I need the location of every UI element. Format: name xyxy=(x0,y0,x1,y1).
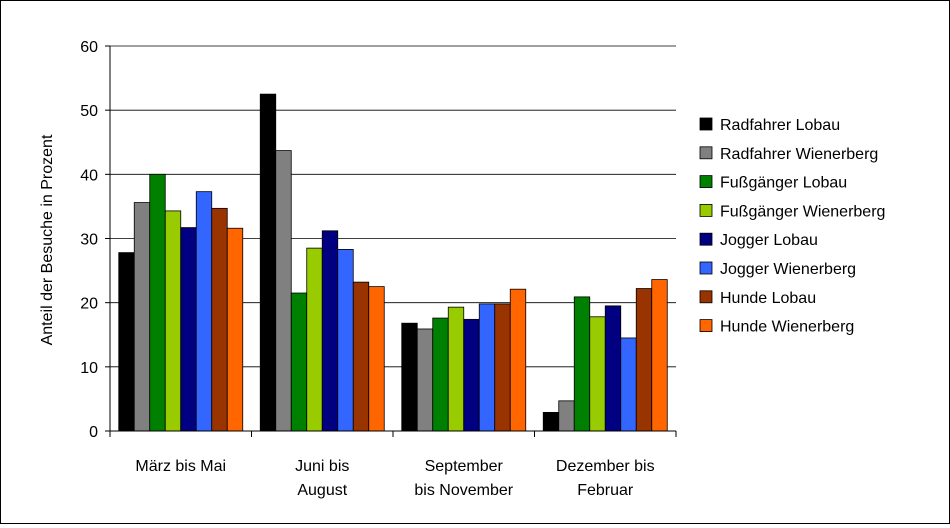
bar xyxy=(432,317,449,432)
bar xyxy=(337,249,354,432)
bar xyxy=(463,318,480,432)
x-category-label: August xyxy=(297,482,347,499)
x-category-label: März bis Mai xyxy=(135,458,226,475)
bar xyxy=(226,227,244,432)
bar xyxy=(542,411,560,432)
bar xyxy=(416,328,434,432)
bar xyxy=(401,322,418,432)
bar xyxy=(635,288,653,432)
legend-swatch xyxy=(699,290,713,304)
bar xyxy=(368,286,385,432)
y-tick-label: 10 xyxy=(80,360,98,377)
bar xyxy=(573,296,591,432)
bar xyxy=(118,252,135,432)
legend-swatch xyxy=(699,146,713,160)
bar xyxy=(321,230,339,432)
x-category-label: bis November xyxy=(414,482,513,499)
y-tick-label: 60 xyxy=(80,39,98,56)
legend-swatch xyxy=(699,175,713,189)
y-tick-label: 30 xyxy=(80,232,98,249)
bar xyxy=(352,281,370,432)
legend-label: Hunde Wienerberg xyxy=(720,319,854,336)
legend-label: Hunde Lobau xyxy=(720,290,816,307)
bar xyxy=(195,191,213,432)
x-category-labels: März bis Mai Juni bis August September bis N… xyxy=(135,458,654,499)
x-category-label: September xyxy=(425,458,504,475)
bar xyxy=(306,247,323,432)
legend-swatch xyxy=(699,117,713,131)
y-tick-labels: 0 10 20 30 40 50 60 xyxy=(80,39,98,441)
legend-label: Radfahrer Lobau xyxy=(720,117,840,134)
bar xyxy=(494,303,511,432)
legend-swatch xyxy=(699,319,713,333)
bar xyxy=(604,305,622,432)
bar xyxy=(478,303,496,432)
y-tick-label: 20 xyxy=(80,296,98,313)
legend-label: Jogger Lobau xyxy=(720,232,818,249)
bar xyxy=(509,288,527,432)
x-category-label: Juni bis xyxy=(295,458,349,475)
bars xyxy=(118,93,668,432)
axes xyxy=(105,45,677,437)
legend-swatch xyxy=(699,203,713,217)
bar xyxy=(620,337,637,432)
bar xyxy=(558,400,575,432)
y-axis-label: Anteil der Besuche in Prozent xyxy=(39,134,56,345)
bar xyxy=(589,316,606,432)
x-category-label: Februar xyxy=(577,482,634,499)
bar xyxy=(133,202,151,432)
legend-label: Jogger Wienerberg xyxy=(720,261,856,278)
bar xyxy=(447,306,465,432)
legend: Radfahrer Lobau Radfahrer Wienerberg Fußgä… xyxy=(699,117,885,336)
bar xyxy=(651,279,668,432)
legend-label: Fußgänger Lobau xyxy=(720,175,847,192)
legend-label: Radfahrer Wienerberg xyxy=(720,146,878,163)
bar xyxy=(290,292,308,432)
y-tick-label: 0 xyxy=(89,424,98,441)
bar xyxy=(259,93,277,432)
bar xyxy=(180,227,197,432)
bar xyxy=(164,210,182,432)
legend-label: Fußgänger Wienerberg xyxy=(720,203,885,220)
y-tick-label: 50 xyxy=(80,103,98,120)
y-tick-label: 40 xyxy=(80,167,98,184)
legend-swatch xyxy=(699,261,713,275)
bar xyxy=(275,150,292,432)
legend-swatch xyxy=(699,232,713,246)
bar xyxy=(211,207,228,432)
x-category-label: Dezember bis xyxy=(556,458,655,475)
bar xyxy=(149,173,166,432)
